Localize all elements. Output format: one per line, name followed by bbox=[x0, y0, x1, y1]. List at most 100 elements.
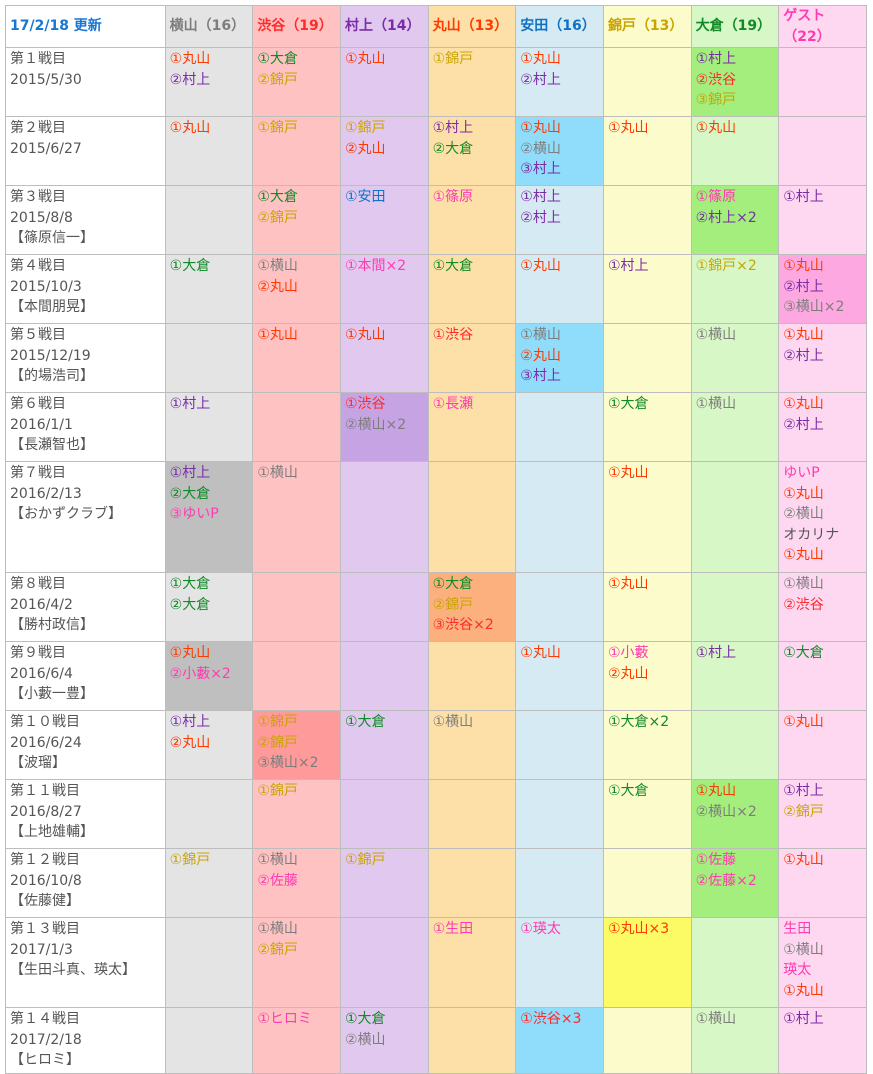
result-cell: ①丸山 bbox=[602, 116, 692, 186]
result-entry: ①篠原 bbox=[432, 189, 474, 205]
result-entry: ①丸山 bbox=[344, 51, 386, 67]
result-entry: ①丸山 bbox=[169, 51, 211, 67]
result-entry: ②大倉 bbox=[169, 596, 211, 613]
result-cell: ①大倉 ②錦戸 bbox=[252, 47, 341, 117]
episode-cell: 第６戦目 2016/1/1 【長瀬智也】 bbox=[5, 392, 166, 462]
result-entry: ①丸山 bbox=[783, 714, 824, 730]
result-entry: ①瑛太 bbox=[520, 921, 561, 937]
result-cell: ①横山 ②佐藤 bbox=[252, 848, 341, 918]
episode-date: 2016/2/13 bbox=[10, 485, 82, 502]
result-cell: ①丸山 ②横山×2 bbox=[690, 779, 780, 849]
result-cell: ①横山 ②錦戸 bbox=[252, 917, 341, 1008]
table-row: 第３戦目 2015/8/8 【篠原信一】 ①大倉 ②錦戸 ①安田 ①篠原 ①村上 ②村上 ①篠原 ②… bbox=[5, 185, 867, 255]
result-cell: ①渋谷 ②横山×2 bbox=[339, 392, 429, 462]
episode-guest: 【波瑠】 bbox=[10, 755, 66, 771]
result-cell: ①横山 bbox=[427, 710, 517, 780]
episode-title: 第１１戦目 bbox=[10, 783, 80, 799]
result-cell bbox=[339, 461, 429, 573]
result-entry: ①村上 bbox=[783, 783, 824, 799]
result-cell bbox=[164, 185, 254, 255]
episode-guest: 【おかずクラブ】 bbox=[10, 506, 122, 522]
result-entry: ②大倉 bbox=[169, 485, 211, 502]
result-entry: ①渋谷 bbox=[344, 396, 386, 412]
result-entry: ①大倉×2 bbox=[607, 714, 670, 730]
result-cell: ①丸山 ②村上 bbox=[778, 323, 867, 393]
result-cell: ①錦戸×2 bbox=[690, 254, 780, 324]
episode-title: 第３戦目 bbox=[10, 189, 66, 205]
result-cell: ①丸山 bbox=[778, 848, 867, 918]
result-entry: ①丸山 bbox=[520, 51, 561, 67]
result-cell: ①大倉 bbox=[778, 641, 867, 711]
result-cell: ①村上 ②渋谷 ③錦戸 bbox=[690, 47, 780, 117]
result-cell bbox=[515, 779, 604, 849]
result-entry: ①丸山 bbox=[695, 120, 737, 136]
result-cell: ①丸山 ②村上 ③横山×2 bbox=[778, 254, 867, 324]
result-entry: ①大倉 bbox=[169, 258, 211, 274]
episode-cell: 第５戦目 2015/12/19 【的場浩司】 bbox=[5, 323, 166, 393]
result-cell bbox=[602, 848, 692, 918]
result-entry: ①大倉 bbox=[344, 1011, 386, 1027]
result-entry: ②村上 bbox=[520, 71, 561, 88]
result-cell bbox=[427, 779, 517, 849]
episode-cell: 第８戦目 2016/4/2 【勝村政信】 bbox=[5, 572, 166, 642]
episode-cell: 第１３戦目 2017/1/3 【生田斗真、瑛太】 bbox=[5, 917, 166, 1008]
result-entry: ①横山 bbox=[257, 258, 298, 274]
result-entry: ①丸山 bbox=[169, 120, 211, 136]
result-entry: ①渋谷×3 bbox=[520, 1011, 582, 1027]
result-cell: ①丸山 bbox=[339, 47, 429, 117]
result-entry: ②村上 bbox=[783, 347, 824, 364]
result-cell: ①横山 ②丸山 bbox=[252, 254, 341, 324]
result-cell bbox=[339, 779, 429, 849]
update-date-header: 17/2/18 更新 bbox=[5, 5, 166, 48]
table-row: 第８戦目 2016/4/2 【勝村政信】 ①大倉 ②大倉 ①大倉 ②錦戸 ③渋谷×2 ①丸山 ①横… bbox=[5, 572, 867, 642]
result-entry: ①村上 bbox=[695, 645, 737, 661]
result-cell: ①錦戸 bbox=[252, 779, 341, 849]
result-entry: ①丸山 bbox=[783, 327, 824, 343]
result-cell: ①村上 ②大倉 ③ゆいP bbox=[164, 461, 254, 573]
result-cell: ①丸山 ②村上 bbox=[778, 392, 867, 462]
episode-title: 第７戦目 bbox=[10, 465, 66, 481]
result-entry: ①丸山 bbox=[257, 327, 298, 343]
result-entry: ①大倉 bbox=[432, 576, 474, 592]
result-cell bbox=[339, 641, 429, 711]
result-entry: ②佐藤 bbox=[257, 872, 298, 889]
result-cell bbox=[339, 572, 429, 642]
episode-title: 第１４戦目 bbox=[10, 1011, 80, 1027]
episode-cell: 第７戦目 2016/2/13 【おかずクラブ】 bbox=[5, 461, 166, 573]
member-header-3: 丸山（13） bbox=[427, 5, 517, 48]
result-entry: ②渋谷 bbox=[783, 596, 824, 613]
result-cell bbox=[602, 47, 692, 117]
result-cell bbox=[778, 116, 867, 186]
result-cell: ①大倉 ②横山 bbox=[339, 1007, 429, 1074]
episode-cell: 第９戦目 2016/6/4 【小藪一豊】 bbox=[5, 641, 166, 711]
episode-date: 2015/5/30 bbox=[10, 71, 82, 88]
result-entry: ①横山 bbox=[783, 576, 824, 592]
result-cell bbox=[778, 47, 867, 117]
result-entry: ②村上 bbox=[783, 278, 824, 295]
result-entry: ②錦戸 bbox=[257, 71, 298, 88]
episode-title: 第１戦目 bbox=[10, 51, 66, 67]
table-row: 第１２戦目 2016/10/8 【佐藤健】 ①錦戸 ①横山 ②佐藤 ①錦戸 ①佐藤 ②佐藤×2 ①… bbox=[5, 848, 867, 918]
result-entry: ①安田 bbox=[344, 189, 386, 205]
result-cell: ①大倉×2 bbox=[602, 710, 692, 780]
episode-date: 2016/4/2 bbox=[10, 596, 73, 613]
result-entry: ①丸山 bbox=[520, 645, 561, 661]
result-cell bbox=[164, 779, 254, 849]
result-entry: ③横山×2 bbox=[783, 299, 845, 315]
result-cell: ①大倉 bbox=[339, 710, 429, 780]
result-cell: ①村上 bbox=[778, 1007, 867, 1074]
result-entry: ①渋谷 bbox=[432, 327, 474, 343]
result-entry: ①横山 bbox=[520, 327, 561, 343]
result-entry: ②錦戸 bbox=[257, 941, 298, 958]
result-cell bbox=[515, 848, 604, 918]
result-entry: ②横山 bbox=[783, 506, 824, 522]
result-cell bbox=[690, 461, 780, 573]
result-entry: ②錦戸 bbox=[257, 209, 298, 226]
result-entry: ①大倉 bbox=[257, 189, 298, 205]
episode-cell: 第１２戦目 2016/10/8 【佐藤健】 bbox=[5, 848, 166, 918]
table-row: 第６戦目 2016/1/1 【長瀬智也】 ①村上 ①渋谷 ②横山×2 ①長瀬 ①大倉 ①横山 ①丸… bbox=[5, 392, 867, 462]
result-cell bbox=[602, 323, 692, 393]
episode-date: 2015/8/8 bbox=[10, 209, 73, 226]
episode-cell: 第３戦目 2015/8/8 【篠原信一】 bbox=[5, 185, 166, 255]
result-entry: ②丸山 bbox=[344, 140, 386, 157]
